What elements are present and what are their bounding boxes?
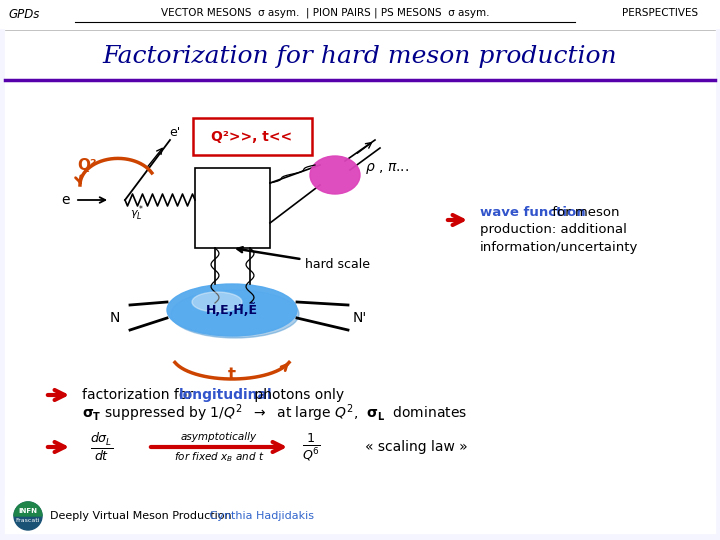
Text: INFN: INFN [19, 508, 37, 514]
Circle shape [14, 502, 42, 530]
Bar [5, 498, 715, 533]
Text: asymptotically: asymptotically [181, 432, 257, 442]
Text: e: e [60, 193, 69, 207]
Text: Factorization for hard meson production: Factorization for hard meson production [103, 45, 617, 69]
Text: $\rho$ , $\pi$...: $\rho$ , $\pi$... [365, 160, 409, 176]
Text: Frascati: Frascati [16, 518, 40, 523]
Text: production: additional: production: additional [480, 224, 627, 237]
Text: H,E,H̃,Ẽ: H,E,H̃,Ẽ [206, 303, 258, 317]
Text: factorization for: factorization for [82, 388, 197, 402]
Text: Deeply Virtual Meson Production: Deeply Virtual Meson Production [50, 511, 232, 521]
Text: $\mathbf{\sigma_T}$ suppressed by $1/Q^2$  $\rightarrow$  at large $Q^2$,  $\mat: $\mathbf{\sigma_T}$ suppressed by $1/Q^2… [82, 402, 467, 424]
Text: $\frac{d\sigma_L}{dt}$: $\frac{d\sigma_L}{dt}$ [90, 431, 113, 463]
Bar [195, 168, 270, 248]
Text: Q²>>, t<<: Q²>>, t<< [212, 130, 292, 144]
Ellipse shape [171, 290, 299, 338]
Text: t: t [228, 366, 236, 384]
Ellipse shape [192, 292, 242, 312]
Ellipse shape [167, 284, 297, 336]
Text: hard scale: hard scale [238, 247, 370, 272]
Text: $\frac{1}{Q^6}$: $\frac{1}{Q^6}$ [302, 431, 320, 463]
Text: longitudinal: longitudinal [179, 388, 273, 402]
Text: for meson: for meson [548, 206, 619, 219]
Text: wave function: wave function [480, 206, 585, 219]
Text: N': N' [353, 311, 367, 325]
Text: N: N [110, 311, 120, 325]
Text: VECTOR MESONS  σ asym.  | PION PAIRS | PS MESONS  σ asym.: VECTOR MESONS σ asym. | PION PAIRS | PS … [161, 8, 490, 18]
FancyBboxPatch shape [193, 118, 312, 155]
Ellipse shape [310, 156, 360, 194]
Text: PERSPECTIVES: PERSPECTIVES [622, 8, 698, 18]
Text: $\gamma^*_L$: $\gamma^*_L$ [130, 203, 144, 223]
Text: e': e' [169, 126, 181, 139]
Wedge shape [14, 502, 42, 516]
Text: « scaling law »: « scaling law » [365, 440, 468, 454]
Text: Cynthia Hadjidakis: Cynthia Hadjidakis [206, 511, 314, 521]
Text: information/uncertainty: information/uncertainty [480, 240, 639, 253]
Text: photons only: photons only [250, 388, 344, 402]
Text: for fixed $x_B$ and t: for fixed $x_B$ and t [174, 450, 264, 464]
Bar [0, 0, 720, 28]
Bar [5, 28, 715, 510]
Text: GPDs: GPDs [8, 8, 40, 21]
Text: Q²: Q² [77, 158, 96, 172]
